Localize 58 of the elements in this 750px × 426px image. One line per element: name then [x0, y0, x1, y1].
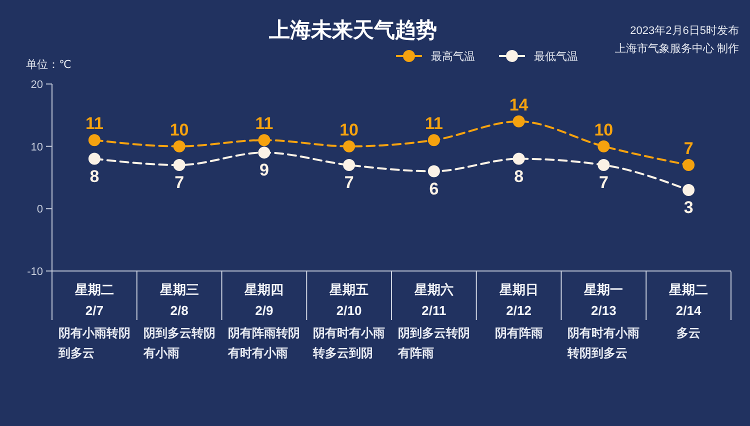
point	[343, 159, 356, 172]
x-tick-label: 星期二 2/14	[668, 282, 708, 318]
data-label: 7	[684, 139, 694, 158]
x-tick-label: 星期五 2/10	[328, 282, 369, 318]
point	[682, 159, 695, 172]
text: 阴到多云转阴有阵雨	[396, 326, 470, 360]
point	[258, 134, 270, 146]
legend-label: 最高气温	[431, 50, 475, 63]
data-label: 3	[684, 198, 694, 217]
data-label: 7	[598, 173, 608, 192]
point	[512, 152, 525, 165]
point	[598, 159, 610, 172]
data-label: 10	[340, 120, 359, 140]
chart-title: 上海未来天气趋势	[268, 19, 437, 42]
x-tick-label: 星期三 2/8	[158, 282, 199, 318]
text: 阴有阵雨	[494, 326, 543, 340]
data-label: 7	[344, 173, 354, 192]
data-label: 11	[85, 114, 104, 134]
text: 阴有时有小雨转多云到阴	[312, 326, 386, 360]
text: 阴到多云转阴有小雨	[142, 326, 216, 360]
point	[88, 134, 100, 146]
x-tick-label: 星期日 2/12	[498, 282, 538, 318]
data-label: 7	[174, 173, 184, 192]
data-label: 14	[509, 95, 529, 114]
x-tick-label: 星期四 2/9	[244, 282, 284, 318]
y-tick-label: -10	[27, 266, 43, 278]
data-label: 10	[170, 120, 189, 140]
point	[173, 140, 186, 152]
x-tick-label: 星期六 2/11	[413, 282, 454, 318]
point	[88, 152, 100, 165]
text: 阴有小雨转阴到多云	[57, 326, 130, 360]
point	[682, 184, 695, 196]
legend-label: 最低气温	[534, 51, 578, 63]
text: 2023年2月6日5时发布	[630, 24, 739, 37]
text: 多云	[676, 326, 701, 340]
point	[512, 115, 525, 128]
point	[258, 146, 270, 159]
y-tick-label: 20	[30, 79, 43, 91]
point	[428, 165, 440, 178]
y-axis-title: 单位：℃	[26, 58, 72, 71]
data-label: 11	[255, 114, 274, 134]
data-label: 8	[514, 166, 524, 186]
data-label: 9	[259, 160, 269, 180]
text: 阴有阵雨转阴有时有小雨	[227, 326, 300, 360]
y-tick-label: 0	[36, 204, 43, 216]
y-tick-label: 10	[30, 141, 43, 154]
point	[173, 159, 186, 172]
data-label: 6	[429, 179, 439, 198]
x-tick-label: 星期一 2/13	[583, 282, 624, 318]
text: 上海市气象服务中心 制作	[614, 42, 739, 55]
point	[343, 140, 356, 152]
point	[598, 140, 610, 152]
data-label: 10	[594, 120, 614, 140]
text: 阴有时有小雨转阴到多云	[566, 326, 640, 360]
point	[428, 134, 440, 146]
data-label: 8	[90, 166, 100, 186]
x-tick-label: 星期二 2/7	[74, 282, 114, 318]
data-label: 11	[424, 114, 443, 134]
